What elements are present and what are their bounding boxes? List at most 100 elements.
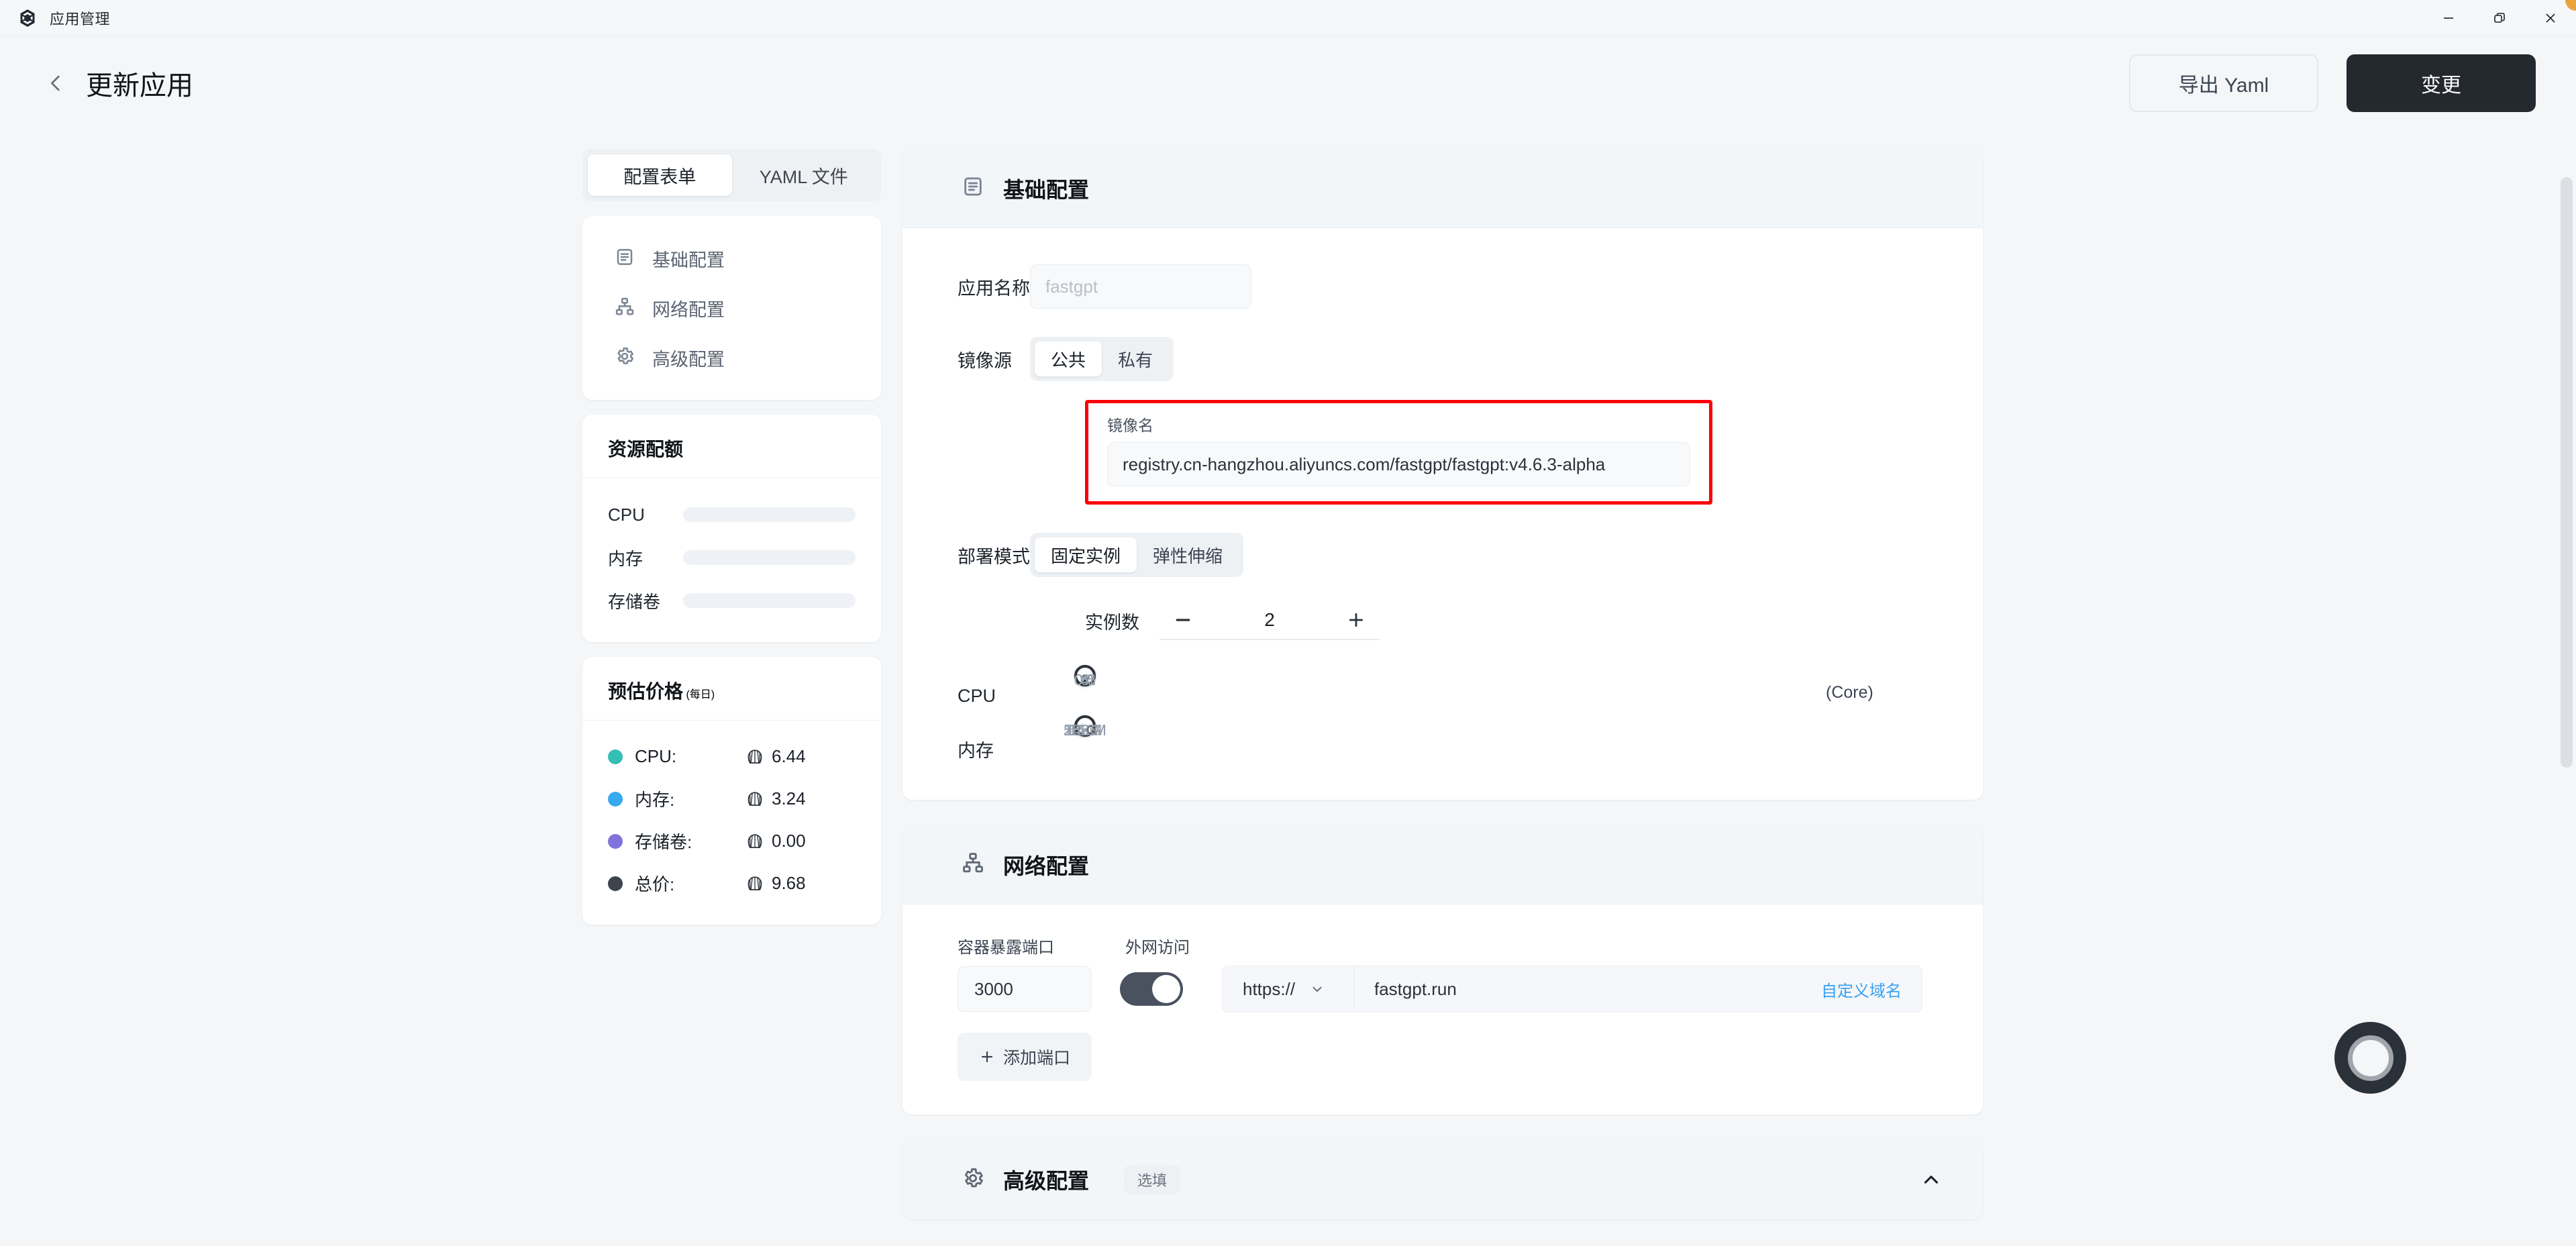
slider-tick-label[interactable]: 4 G: [1072, 721, 1098, 739]
network-nodes-icon: [962, 851, 984, 878]
advanced-config-header[interactable]: 高级配置 选填: [903, 1140, 1983, 1219]
slider-tick-label[interactable]: 16 G: [1068, 721, 1102, 739]
content-area: 配置表单 YAML 文件 基础配置 网络配置: [0, 141, 2576, 1246]
back-button[interactable]: [40, 68, 71, 99]
sidebar-item-label: 网络配置: [652, 299, 725, 320]
minimize-icon[interactable]: [2423, 0, 2474, 36]
price-dot: [608, 791, 623, 807]
chevron-up-icon[interactable]: [1920, 1168, 1943, 1191]
sidebar-item-network-config[interactable]: 网络配置: [582, 283, 881, 333]
gear-icon: [962, 1167, 984, 1193]
instance-count-value[interactable]: 2: [1264, 609, 1275, 630]
page-scrollbar-track[interactable]: [2557, 36, 2576, 1246]
add-port-button[interactable]: 添加端口: [958, 1033, 1092, 1081]
sidebar-item-basic-config[interactable]: 基础配置: [582, 233, 881, 283]
page-title: 更新应用: [86, 71, 193, 101]
custom-domain-link[interactable]: 自定义域名: [1821, 982, 1902, 1000]
tab-config-form[interactable]: 配置表单: [588, 154, 732, 196]
price-row-storage: 存储卷: 0.00: [608, 820, 856, 862]
close-icon[interactable]: [2525, 0, 2576, 36]
cpu-slider-label: CPU: [958, 686, 996, 706]
slider-tick-label[interactable]: 0.1: [1074, 671, 1096, 688]
quota-track: [683, 593, 856, 608]
deploy-mode-segmented: 固定实例 弹性伸缩: [1030, 533, 1244, 577]
image-source-private-option[interactable]: 私有: [1118, 350, 1153, 370]
section-nav-card: 基础配置 网络配置 高级配置: [582, 216, 881, 400]
cpu-unit-label: (Core): [1826, 683, 1873, 702]
app-name-input[interactable]: fastgpt: [1030, 264, 1251, 309]
image-name-label: 镜像名: [1107, 417, 1153, 434]
export-yaml-button[interactable]: 导出 Yaml: [2129, 54, 2318, 112]
document-lines-icon: [962, 175, 984, 201]
image-name-input[interactable]: registry.cn-hangzhou.aliyuncs.com/fastgp…: [1107, 442, 1690, 486]
slider-tick-label[interactable]: 3: [1080, 671, 1090, 688]
estimated-price-body: CPU: 6.44 内存: 3.24 存储卷:: [582, 721, 881, 925]
slider-tick-label[interactable]: 128 M: [1064, 721, 1106, 739]
slider-tick-label[interactable]: 2: [1080, 671, 1090, 688]
quota-row-storage: 存储卷: [608, 579, 856, 622]
cpu-slider-thumb[interactable]: [1074, 665, 1096, 686]
window-titlebar: 应用管理: [0, 0, 2576, 36]
protocol-select[interactable]: https://: [1223, 966, 1354, 1012]
price-dot: [608, 876, 623, 891]
network-nodes-icon: [615, 297, 635, 320]
gear-icon: [615, 346, 635, 370]
slider-tick-label[interactable]: 8 G: [1072, 721, 1098, 739]
public-access-label: 外网访问: [1125, 939, 1190, 957]
domain-input[interactable]: fastgpt.run: [1374, 978, 1457, 999]
left-sidebar: 配置表单 YAML 文件 基础配置 网络配置: [582, 149, 881, 925]
document-lines-icon: [615, 247, 635, 270]
click-indicator: [2334, 1022, 2406, 1094]
deploy-mode-elastic-option[interactable]: 弹性伸缩: [1153, 546, 1223, 566]
memory-slider-thumb[interactable]: [1074, 715, 1096, 737]
instance-count-row: 实例数 2: [903, 601, 1983, 640]
slider-tick-label[interactable]: 1: [1080, 671, 1090, 688]
slider-tick-label[interactable]: 2 G: [1072, 721, 1098, 739]
public-access-toggle[interactable]: [1120, 972, 1183, 1006]
price-amount: 6.44: [772, 746, 806, 766]
protocol-value: https://: [1243, 978, 1296, 999]
price-row-cpu: CPU: 6.44: [608, 735, 856, 778]
slider-tick-label[interactable]: 4: [1080, 671, 1090, 688]
deploy-mode-row: 部署模式 固定实例 弹性伸缩: [903, 533, 1983, 577]
price-amount: 0.00: [772, 831, 806, 851]
minus-icon[interactable]: [1160, 610, 1206, 630]
app-name-label: 应用名称: [958, 278, 1030, 299]
deploy-mode-label: 部署模式: [958, 546, 1030, 567]
price-amount: 9.68: [772, 873, 806, 893]
slider-tick-label[interactable]: 0.5: [1074, 671, 1096, 688]
page-scrollbar-thumb[interactable]: [2561, 177, 2573, 768]
quota-label: 内存: [608, 548, 643, 569]
slider-tick-label[interactable]: 8: [1080, 671, 1090, 688]
slider-tick-label[interactable]: 64 M: [1068, 721, 1102, 739]
plus-icon[interactable]: [1333, 610, 1380, 630]
instance-count-label: 实例数: [1085, 612, 1139, 633]
tab-yaml-file[interactable]: YAML 文件: [759, 166, 848, 187]
estimated-price-subtitle: (每日): [683, 689, 715, 700]
quota-label: CPU: [608, 504, 645, 525]
apply-change-button[interactable]: 变更: [2347, 54, 2536, 112]
add-port-label: 添加端口: [1002, 1049, 1070, 1068]
price-value-group: 9.68: [746, 873, 806, 894]
container-port-input[interactable]: 3000: [958, 966, 1092, 1012]
basic-config-title: 基础配置: [1003, 177, 1090, 202]
deploy-mode-fixed-option[interactable]: 固定实例: [1035, 537, 1137, 572]
shell-coin-icon: [748, 791, 762, 806]
price-dot: [608, 749, 623, 764]
shell-coin-icon: [748, 749, 762, 764]
estimated-price-card: 预估价格 (每日) CPU: 6.44 内存: 3.24: [582, 657, 881, 925]
slider-tick-label[interactable]: 256 M: [1064, 721, 1106, 739]
image-source-public-option[interactable]: 公共: [1035, 342, 1102, 376]
slider-tick-label[interactable]: 512 M: [1064, 721, 1106, 739]
chevron-left-icon: [50, 75, 60, 91]
app-name-row: 应用名称 fastgpt: [903, 264, 1983, 309]
resource-quota-card: 资源配额 CPU 内存 存储卷: [582, 415, 881, 642]
quantity-stepper: 2: [1160, 601, 1380, 640]
slider-tick-label[interactable]: 0.2: [1074, 671, 1096, 688]
restore-icon[interactable]: [2474, 0, 2525, 36]
network-config-panel: 网络配置 容器暴露端口 外网访问 3000 https://: [903, 825, 1983, 1114]
quota-row-cpu: CPU: [608, 493, 856, 536]
slider-tick-label[interactable]: 1 G: [1072, 721, 1098, 739]
sidebar-item-advanced-config[interactable]: 高级配置: [582, 333, 881, 382]
